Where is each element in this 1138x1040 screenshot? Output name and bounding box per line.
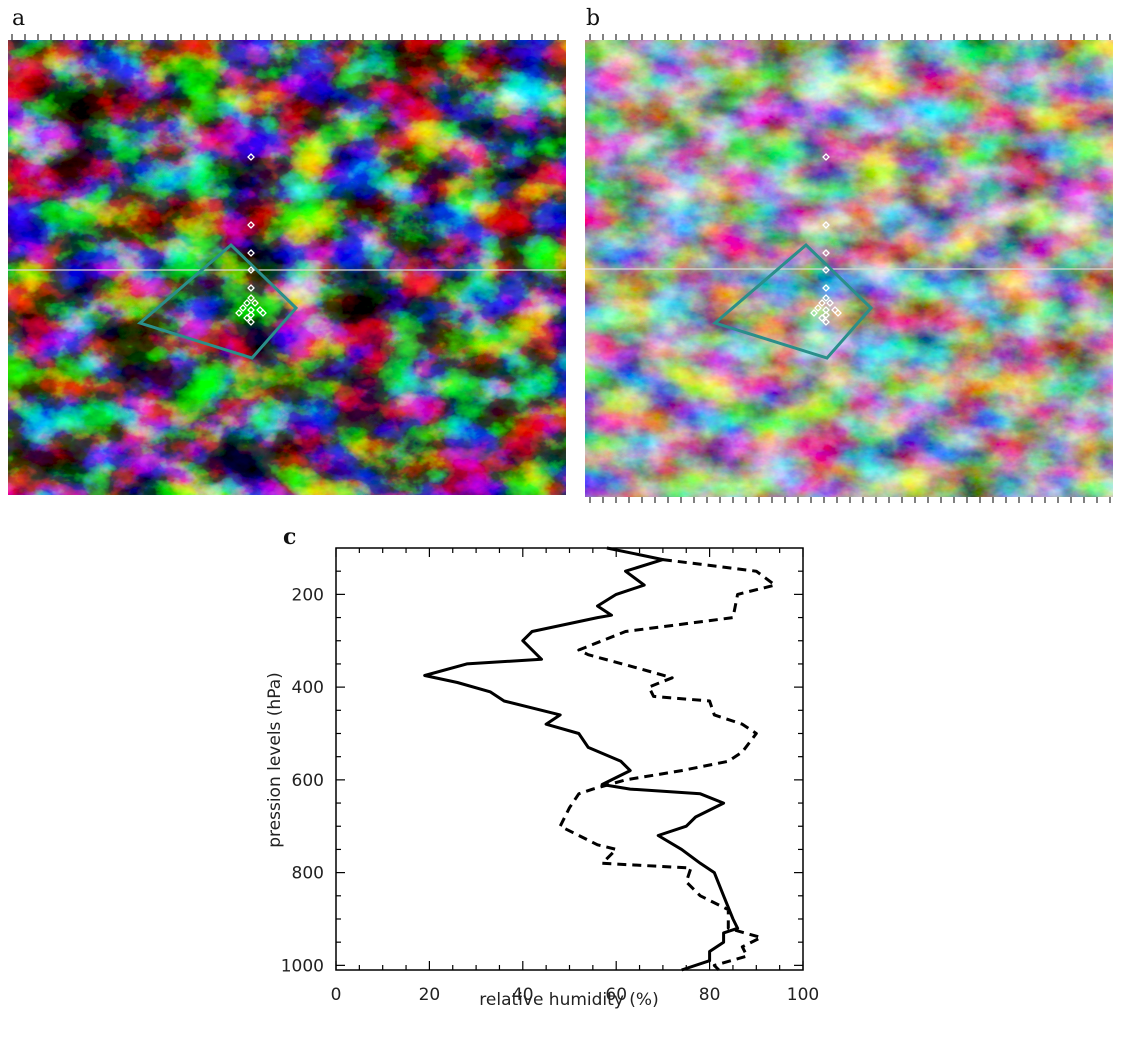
region-outline-b — [711, 242, 874, 360]
station-markers-a — [235, 153, 267, 326]
station-marker — [822, 306, 830, 314]
x-tick-label: 0 — [331, 985, 342, 1005]
solid-profile-line — [423, 546, 740, 972]
station-marker — [822, 153, 830, 161]
station-marker — [235, 309, 243, 317]
station-marker — [826, 299, 834, 307]
satellite-image-a — [8, 34, 566, 495]
humidity-profile-chart: 0 20 40 60 80 100 200 400 600 800 1000 relative hu… — [265, 546, 819, 1010]
panel-c-letter: c — [283, 524, 297, 550]
station-marker — [243, 314, 251, 322]
station-marker — [247, 284, 255, 292]
station-marker — [247, 249, 255, 257]
y-tick-label: 400 — [292, 678, 324, 698]
station-marker — [243, 299, 251, 307]
panel-a-letter: a — [12, 6, 26, 31]
station-marker — [822, 266, 830, 274]
station-marker — [247, 318, 255, 326]
station-marker — [247, 266, 255, 274]
station-marker — [822, 311, 830, 319]
y-axis-title: pression levels (hPa) — [265, 672, 285, 848]
station-marker — [822, 221, 830, 229]
station-marker — [251, 299, 259, 307]
panel-b-letter: b — [586, 6, 601, 31]
station-marker — [247, 306, 255, 314]
station-marker — [818, 314, 826, 322]
station-marker — [834, 309, 842, 317]
station-marker — [247, 311, 255, 319]
y-tick-label: 1000 — [281, 956, 324, 976]
station-marker — [814, 304, 822, 312]
station-marker — [810, 309, 818, 317]
station-marker — [247, 294, 255, 302]
station-marker — [822, 318, 830, 326]
region-outline-a — [136, 242, 299, 360]
x-tick-label: 20 — [419, 985, 441, 1005]
x-tick-label: 40 — [512, 985, 534, 1005]
station-marker — [822, 249, 830, 257]
satellite-image-b — [585, 34, 1113, 503]
y-tick-label: 600 — [292, 771, 324, 791]
station-marker — [818, 299, 826, 307]
station-marker — [822, 284, 830, 292]
station-markers-b — [810, 153, 842, 326]
station-marker — [247, 153, 255, 161]
station-marker — [822, 294, 830, 302]
dashed-profile-line — [558, 558, 777, 972]
x-axis-title: relative humidity (%) — [479, 990, 658, 1010]
x-tick-label: 100 — [787, 985, 819, 1005]
x-tick-label: 60 — [605, 985, 627, 1005]
y-tick-label: 200 — [292, 585, 324, 605]
station-marker — [259, 309, 267, 317]
x-tick-label: 80 — [699, 985, 721, 1005]
station-marker — [247, 221, 255, 229]
y-tick-label: 800 — [292, 864, 324, 884]
station-marker — [239, 304, 247, 312]
